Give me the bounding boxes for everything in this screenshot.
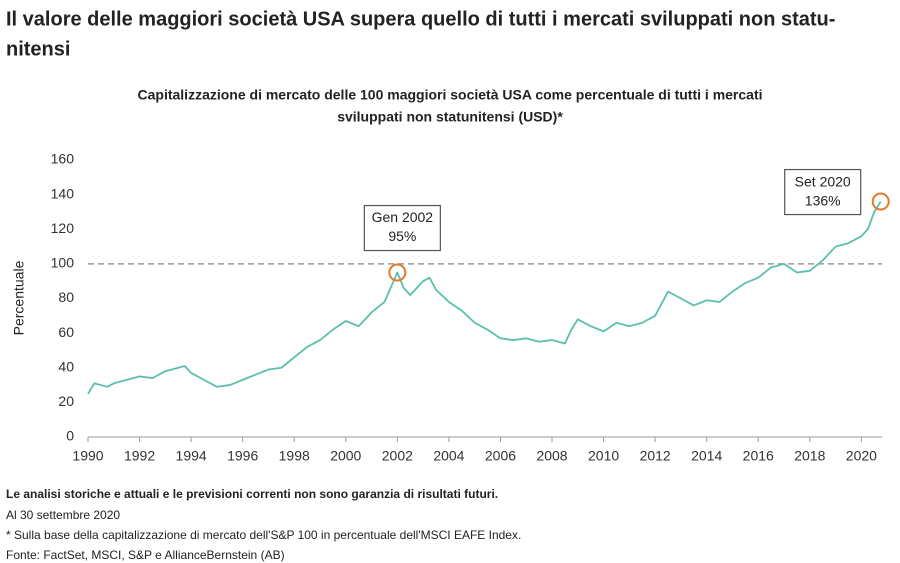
title-line: Il valore delle maggiori società USA sup… xyxy=(6,8,835,30)
footnote: * Sulla base della capitalizzazione di m… xyxy=(6,528,521,542)
y-tick-label: 160 xyxy=(51,151,75,167)
y-tick-label: 0 xyxy=(66,428,74,444)
x-tick-label: 1994 xyxy=(176,448,207,464)
x-tick-label: 2004 xyxy=(433,448,464,464)
x-tick-label: 2020 xyxy=(846,448,877,464)
x-tick-label: 1990 xyxy=(72,448,103,464)
x-tick-label: 2008 xyxy=(536,448,567,464)
y-tick-label: 20 xyxy=(58,393,74,409)
annotation-text: 136% xyxy=(805,192,841,208)
y-tick-label: 60 xyxy=(58,324,74,340)
annotation-marker xyxy=(871,192,890,211)
footnote: Fonte: FactSet, MSCI, S&P e AllianceBern… xyxy=(6,548,285,562)
x-tick-label: 2014 xyxy=(691,448,722,464)
x-tick-label: 2000 xyxy=(330,448,361,464)
x-tick-label: 2012 xyxy=(640,448,671,464)
annotation-text: 95% xyxy=(388,228,416,244)
y-tick-label: 120 xyxy=(51,220,75,236)
annotation-box xyxy=(784,168,862,216)
x-tick-label: 1998 xyxy=(279,448,310,464)
subtitle-line: Capitalizzazione di mercato delle 100 ma… xyxy=(138,87,763,103)
subtitle-line: sviluppati non statunitensi (USD)* xyxy=(337,109,563,125)
y-tick-label: 140 xyxy=(51,185,75,201)
footnote: Al 30 settembre 2020 xyxy=(6,508,120,522)
y-axis-label: Percentuale xyxy=(11,260,27,335)
y-tick-label: 40 xyxy=(58,358,74,374)
x-tick-label: 2010 xyxy=(588,448,619,464)
x-tick-label: 1992 xyxy=(124,448,155,464)
x-tick-label: 2006 xyxy=(485,448,516,464)
annotation-text: Gen 2002 xyxy=(372,209,434,225)
footnote: Le analisi storiche e attuali e le previ… xyxy=(6,487,498,501)
series-line xyxy=(87,201,882,395)
title-line: nitensi xyxy=(6,38,70,60)
annotation-box xyxy=(363,204,441,252)
x-tick-label: 2002 xyxy=(382,448,413,464)
annotation-marker xyxy=(388,263,407,282)
x-tick-label: 1996 xyxy=(227,448,258,464)
x-tick-label: 2018 xyxy=(794,448,825,464)
x-tick-label: 2016 xyxy=(743,448,774,464)
y-tick-label: 80 xyxy=(58,289,74,305)
y-tick-label: 100 xyxy=(51,255,75,271)
annotation-text: Set 2020 xyxy=(795,173,851,189)
